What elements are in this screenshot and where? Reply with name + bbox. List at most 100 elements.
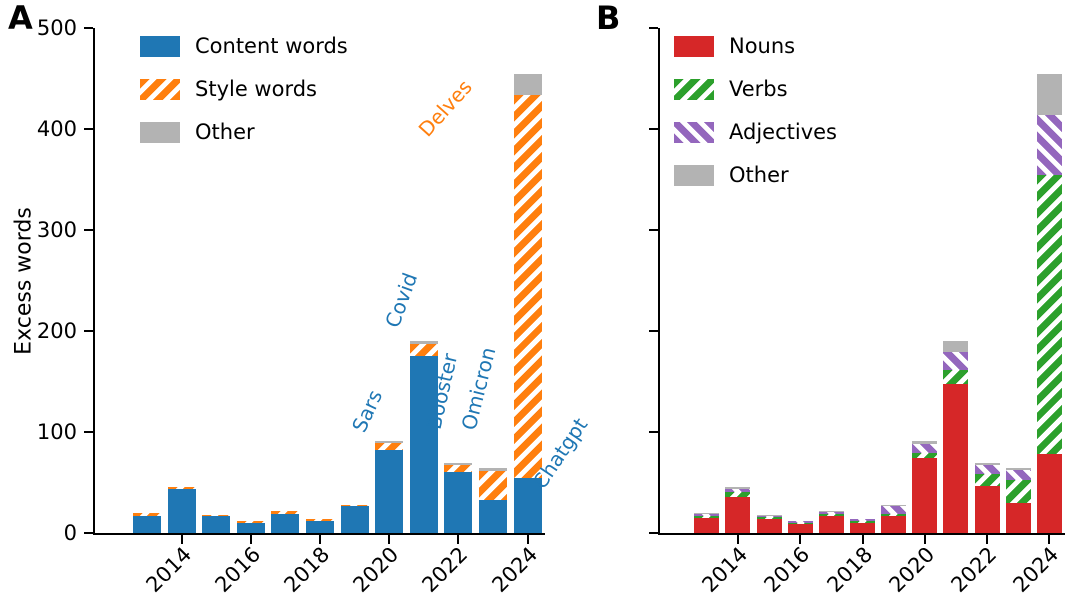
x-axis-line bbox=[93, 533, 545, 535]
panel-label-a: A bbox=[8, 0, 33, 37]
bar-2022-adjectives bbox=[974, 465, 1000, 475]
y-tick bbox=[84, 229, 93, 231]
bar-2018-adjectives bbox=[850, 518, 875, 521]
plot-area-b: 2014 2016 2018 2020 2022 2024 Nouns Verbs Adject… bbox=[649, 27, 1065, 597]
bar-2020-nouns bbox=[912, 458, 938, 533]
legend-item-style-words: Style words bbox=[140, 79, 348, 100]
bar-2024-content-words bbox=[513, 478, 542, 533]
legend-swatch-icon bbox=[674, 79, 714, 100]
bar-2016-content-words bbox=[236, 522, 265, 533]
legend-swatch-icon bbox=[140, 79, 180, 100]
bar-2020-other bbox=[912, 441, 938, 445]
y-tick-label: 500 bbox=[36, 16, 77, 40]
bar-2013-content-words bbox=[132, 515, 161, 533]
bar-2017-nouns bbox=[818, 515, 844, 533]
bar-2014-adjectives bbox=[725, 488, 751, 492]
x-tick bbox=[861, 535, 864, 544]
bar-2017-other bbox=[818, 510, 844, 512]
annotation-delves: Delves bbox=[413, 74, 477, 142]
bar-2017-content-words bbox=[271, 513, 300, 533]
bar-2024-verbs bbox=[1036, 175, 1062, 455]
bar-2016-nouns bbox=[787, 523, 813, 533]
x-tick bbox=[923, 535, 926, 544]
legend-label: Style words bbox=[195, 77, 317, 101]
bar-2014-nouns bbox=[725, 496, 751, 533]
panel-label-b: B bbox=[596, 0, 621, 37]
bar-2016-verbs bbox=[787, 522, 813, 524]
bar-2015-other bbox=[756, 514, 782, 516]
x-tick-label: 2018 bbox=[279, 542, 335, 598]
bar-2022-style-words bbox=[444, 465, 473, 473]
x-tick-label: 2014 bbox=[141, 542, 196, 598]
bar-2014-verbs bbox=[725, 491, 751, 497]
annotation-omicron: Omicron bbox=[456, 344, 501, 433]
y-tick-label: 200 bbox=[36, 319, 77, 343]
bar-2023-content-words bbox=[479, 499, 508, 533]
bar-2020-content-words bbox=[375, 450, 404, 533]
bar-2014-other bbox=[725, 486, 751, 489]
legend-item-verbs: Verbs bbox=[674, 79, 837, 100]
x-tick-label: 2024 bbox=[487, 542, 542, 598]
y-tick bbox=[84, 330, 93, 332]
bar-2019-content-words bbox=[340, 505, 369, 533]
legend-item-content-words: Content words bbox=[140, 36, 348, 57]
bar-2023-nouns bbox=[1005, 502, 1031, 533]
legend-label: Verbs bbox=[729, 77, 788, 101]
bar-2018-verbs bbox=[850, 520, 875, 523]
legend-swatch-icon bbox=[674, 36, 714, 57]
bar-2021-other bbox=[943, 341, 969, 353]
y-axis-line bbox=[658, 28, 660, 535]
legend-swatch-icon bbox=[140, 122, 180, 143]
y-tick bbox=[84, 431, 93, 433]
y-tick-label: 400 bbox=[36, 117, 77, 141]
bar-2023-other bbox=[1005, 468, 1031, 471]
bar-2016-style-words bbox=[236, 520, 265, 523]
x-tick-label: 2020 bbox=[884, 542, 940, 598]
x-tick bbox=[388, 535, 391, 544]
bar-2017-style-words bbox=[271, 510, 300, 514]
legend-item-other: Other bbox=[674, 165, 837, 186]
bar-2019-adjectives bbox=[881, 505, 907, 514]
x-tick bbox=[180, 535, 183, 544]
bar-2013-style-words bbox=[132, 512, 161, 516]
bar-2021-verbs bbox=[943, 370, 969, 384]
bar-2015-nouns bbox=[756, 518, 782, 533]
legend: Content words Style words Other bbox=[140, 36, 348, 143]
legend-label: Adjectives bbox=[729, 120, 837, 144]
legend: Nouns Verbs Adjectives Other bbox=[674, 36, 837, 186]
bar-2018-nouns bbox=[850, 522, 875, 533]
x-tick-label: 2016 bbox=[759, 542, 815, 598]
y-tick bbox=[84, 128, 93, 130]
x-tick bbox=[319, 535, 321, 544]
plot-area-a: 0 100 200 300 400 500 2014 2016 2018 2020 2022 2024… bbox=[37, 17, 593, 597]
bar-2020-style-words bbox=[375, 443, 404, 451]
bar-2023-other bbox=[479, 468, 508, 472]
bar-2013-nouns bbox=[694, 517, 720, 533]
panel-a: A Excess words 0 100 200 300 400 500 2014 2016 2… bbox=[8, 0, 593, 597]
y-tick bbox=[649, 330, 658, 332]
annotation-sars: Sars bbox=[346, 386, 387, 436]
x-tick bbox=[736, 535, 739, 544]
bar-2024-other bbox=[1036, 74, 1062, 115]
bar-2022-verbs bbox=[974, 474, 1000, 486]
bar-2021-style-words bbox=[409, 344, 438, 357]
bar-2016-adjectives bbox=[787, 520, 813, 523]
bar-2017-verbs bbox=[818, 513, 844, 516]
x-tick bbox=[249, 535, 252, 544]
legend-item-nouns: Nouns bbox=[674, 36, 837, 57]
bar-2022-nouns bbox=[974, 485, 1000, 533]
legend-item-adjectives: Adjectives bbox=[674, 122, 837, 143]
bar-2013-adjectives bbox=[694, 513, 720, 516]
bar-2019-verbs bbox=[881, 513, 907, 516]
y-tick bbox=[649, 229, 658, 231]
bar-2021-other bbox=[409, 341, 438, 345]
y-tick bbox=[84, 27, 93, 29]
panel-b: B 2014 2016 2018 2020 2022 2024 Nouns Verbs Adje… bbox=[560, 0, 1080, 610]
x-axis-line bbox=[658, 533, 1065, 535]
annotation-covid: Covid bbox=[380, 269, 423, 331]
bar-2023-style-words bbox=[479, 471, 508, 500]
y-tick-label: 100 bbox=[36, 420, 77, 444]
y-tick bbox=[649, 532, 658, 534]
x-tick-label: 2016 bbox=[210, 542, 266, 598]
